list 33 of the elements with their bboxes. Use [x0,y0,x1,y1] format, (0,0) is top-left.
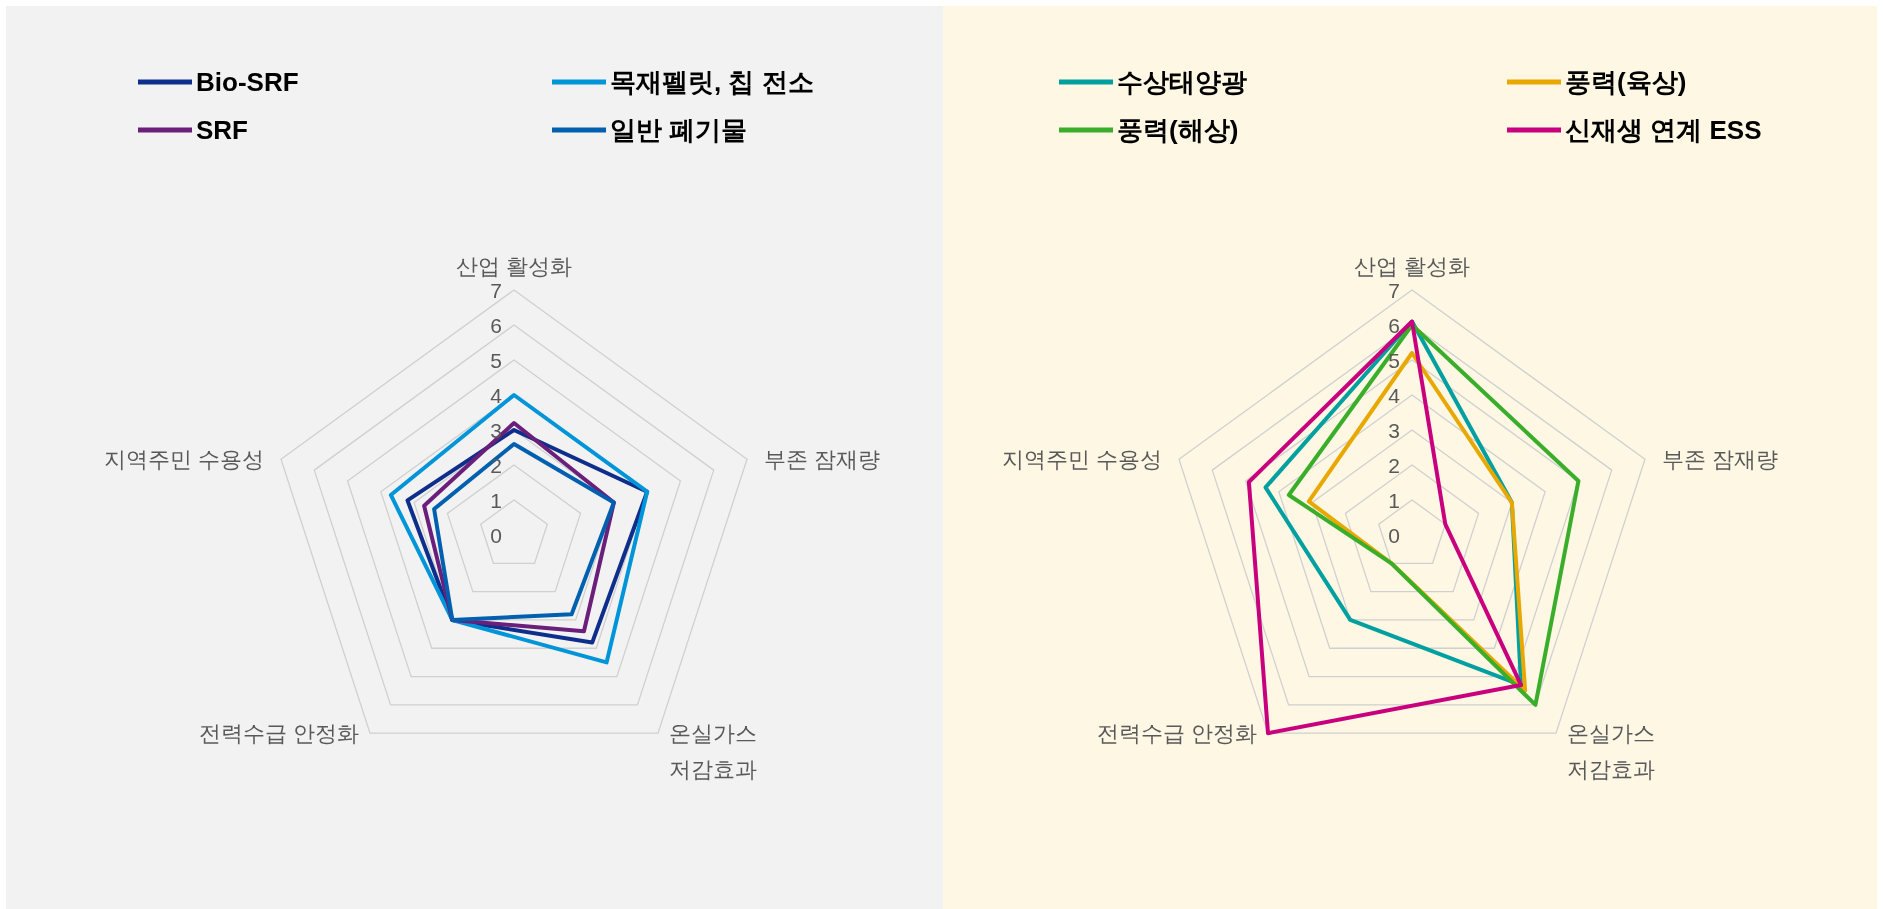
y-tick-label: 1 [1388,488,1400,512]
legend-label: 일반 폐기물 [610,115,748,145]
spoke-label: 전력수급 안정화 [1097,721,1258,747]
spoke-label: 산업 활성화 [1353,254,1471,279]
y-tick-label: 7 [1388,278,1400,302]
spoke-label: 지역주민 수용성 [1001,447,1162,473]
y-tick-label: 6 [1388,313,1400,337]
y-tick-label: 3 [1388,418,1400,442]
y-tick-label: 4 [490,383,503,407]
spoke-label: 온실가스 저감효과 [668,721,757,783]
legend-label: 풍력(해상) [1117,115,1239,145]
y-tick-label: 1 [490,488,502,512]
y-tick-label: 7 [490,278,502,302]
spoke-label: 지역주민 수용성 [103,447,264,473]
legend-label: Bio-SRF [196,67,299,97]
spoke-label: 산업 활성화 [455,254,573,279]
y-tick-label: 5 [1388,348,1400,372]
y-tick-label: 3 [490,418,502,442]
y-tick-label: 0 [1388,523,1400,547]
legend-label: 풍력(육상) [1565,67,1687,97]
spoke-label: 부존 잠재량 [764,447,881,473]
legend-label: SRF [196,115,248,145]
spoke-label: 전력수급 안정화 [199,721,360,747]
legend-label: 신재생 연계 ESS [1565,115,1762,145]
spoke-label: 부존 잠재량 [1662,447,1779,473]
y-tick-label: 0 [490,523,502,547]
spoke-label: 온실가스 저감효과 [1566,721,1655,783]
legend-label: 목재펠릿, 칩 전소 [610,67,814,97]
y-tick-label: 5 [490,348,502,372]
y-tick-label: 6 [490,313,502,337]
y-tick-label: 2 [1388,453,1400,477]
legend-label: 수상태양광 [1117,67,1247,97]
y-tick-label: 4 [1388,383,1401,407]
